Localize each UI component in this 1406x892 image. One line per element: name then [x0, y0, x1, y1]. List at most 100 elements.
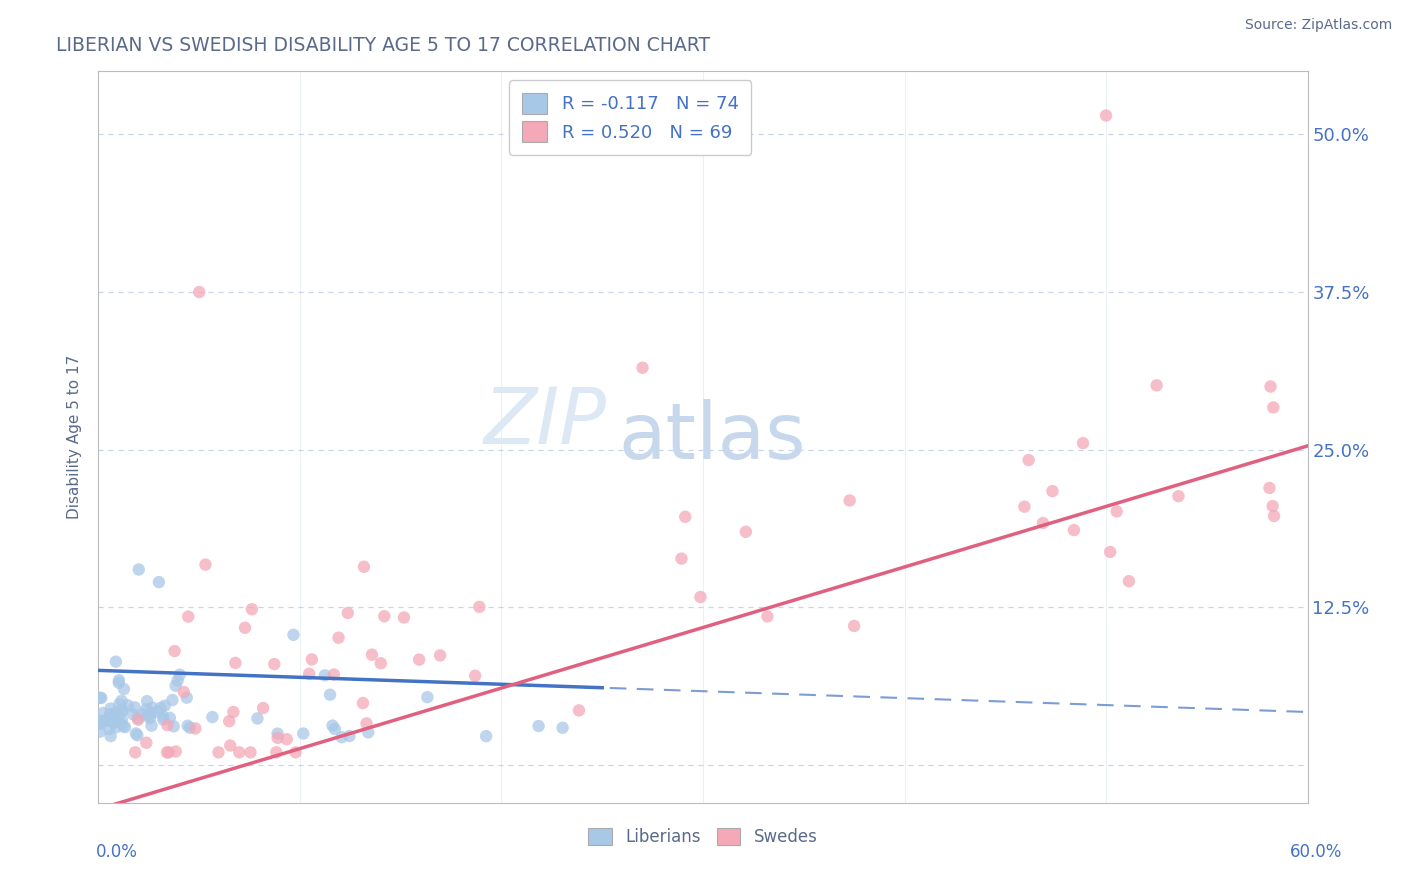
Point: [328, 631, 350, 645]
Point: [114, 720, 136, 734]
Text: ZIP: ZIP: [484, 384, 606, 460]
Point: [246, 711, 269, 725]
Point: [301, 652, 323, 666]
Point: [1263, 509, 1285, 524]
Point: [127, 711, 149, 725]
Point: [117, 698, 139, 713]
Point: [112, 681, 135, 696]
Point: [105, 720, 128, 734]
Y-axis label: Disability Age 5 to 17: Disability Age 5 to 17: [67, 355, 83, 519]
Point: [1018, 453, 1040, 467]
Point: [239, 745, 262, 759]
Point: [152, 710, 174, 724]
Point: [266, 731, 288, 745]
Point: [1258, 481, 1281, 495]
Point: [90, 714, 112, 729]
Point: [370, 657, 392, 671]
Point: [153, 698, 176, 713]
Point: [266, 745, 288, 759]
Point: [1099, 545, 1122, 559]
Point: [162, 693, 184, 707]
Point: [322, 667, 344, 681]
Point: [124, 745, 146, 759]
Legend: Liberians, Swedes: Liberians, Swedes: [582, 822, 824, 853]
Point: [89, 724, 111, 739]
Point: [98, 722, 121, 736]
Point: [1032, 516, 1054, 530]
Point: [224, 656, 246, 670]
Point: [1146, 378, 1168, 392]
Point: [339, 729, 361, 743]
Point: [173, 685, 195, 699]
Point: [157, 745, 180, 759]
Point: [756, 609, 779, 624]
Point: [128, 562, 150, 576]
Point: [284, 745, 307, 759]
Point: [169, 667, 191, 681]
Point: [135, 736, 157, 750]
Point: [266, 726, 288, 740]
Point: [139, 711, 162, 725]
Point: [361, 648, 384, 662]
Point: [734, 524, 756, 539]
Point: [475, 729, 498, 743]
Point: [1118, 574, 1140, 589]
Point: [159, 711, 181, 725]
Point: [673, 509, 696, 524]
Point: [108, 673, 131, 688]
Point: [298, 666, 321, 681]
Point: [112, 719, 135, 733]
Point: [631, 360, 654, 375]
Point: [177, 609, 200, 624]
Point: [156, 745, 179, 759]
Point: [838, 493, 860, 508]
Text: 0.0%: 0.0%: [96, 843, 138, 861]
Point: [136, 694, 159, 708]
Point: [89, 690, 111, 705]
Point: [141, 700, 163, 714]
Point: [125, 726, 148, 740]
Point: [292, 726, 315, 740]
Point: [90, 690, 112, 705]
Point: [141, 706, 163, 721]
Point: [1071, 436, 1094, 450]
Point: [322, 718, 344, 732]
Point: [568, 703, 591, 717]
Point: [148, 575, 170, 590]
Point: [551, 721, 574, 735]
Point: [330, 730, 353, 744]
Point: [1105, 504, 1128, 518]
Point: [98, 707, 121, 722]
Point: [188, 285, 211, 299]
Point: [222, 705, 245, 719]
Point: [1095, 108, 1118, 122]
Point: [1263, 401, 1285, 415]
Text: atlas: atlas: [619, 399, 806, 475]
Point: [176, 690, 198, 705]
Point: [141, 718, 163, 732]
Point: [233, 621, 256, 635]
Point: [468, 599, 491, 614]
Point: [104, 706, 127, 720]
Point: [1260, 379, 1282, 393]
Point: [124, 700, 146, 714]
Point: [179, 721, 201, 735]
Point: [165, 679, 187, 693]
Point: [149, 700, 172, 714]
Point: [416, 690, 439, 705]
Text: Source: ZipAtlas.com: Source: ZipAtlas.com: [1244, 18, 1392, 32]
Point: [357, 725, 380, 739]
Point: [1042, 484, 1064, 499]
Point: [104, 655, 127, 669]
Point: [135, 702, 157, 716]
Point: [100, 708, 122, 723]
Point: [156, 718, 179, 732]
Point: [94, 714, 117, 728]
Point: [356, 716, 378, 731]
Point: [132, 706, 155, 721]
Point: [163, 719, 186, 733]
Point: [352, 696, 374, 710]
Point: [176, 719, 198, 733]
Point: [201, 710, 224, 724]
Point: [353, 559, 375, 574]
